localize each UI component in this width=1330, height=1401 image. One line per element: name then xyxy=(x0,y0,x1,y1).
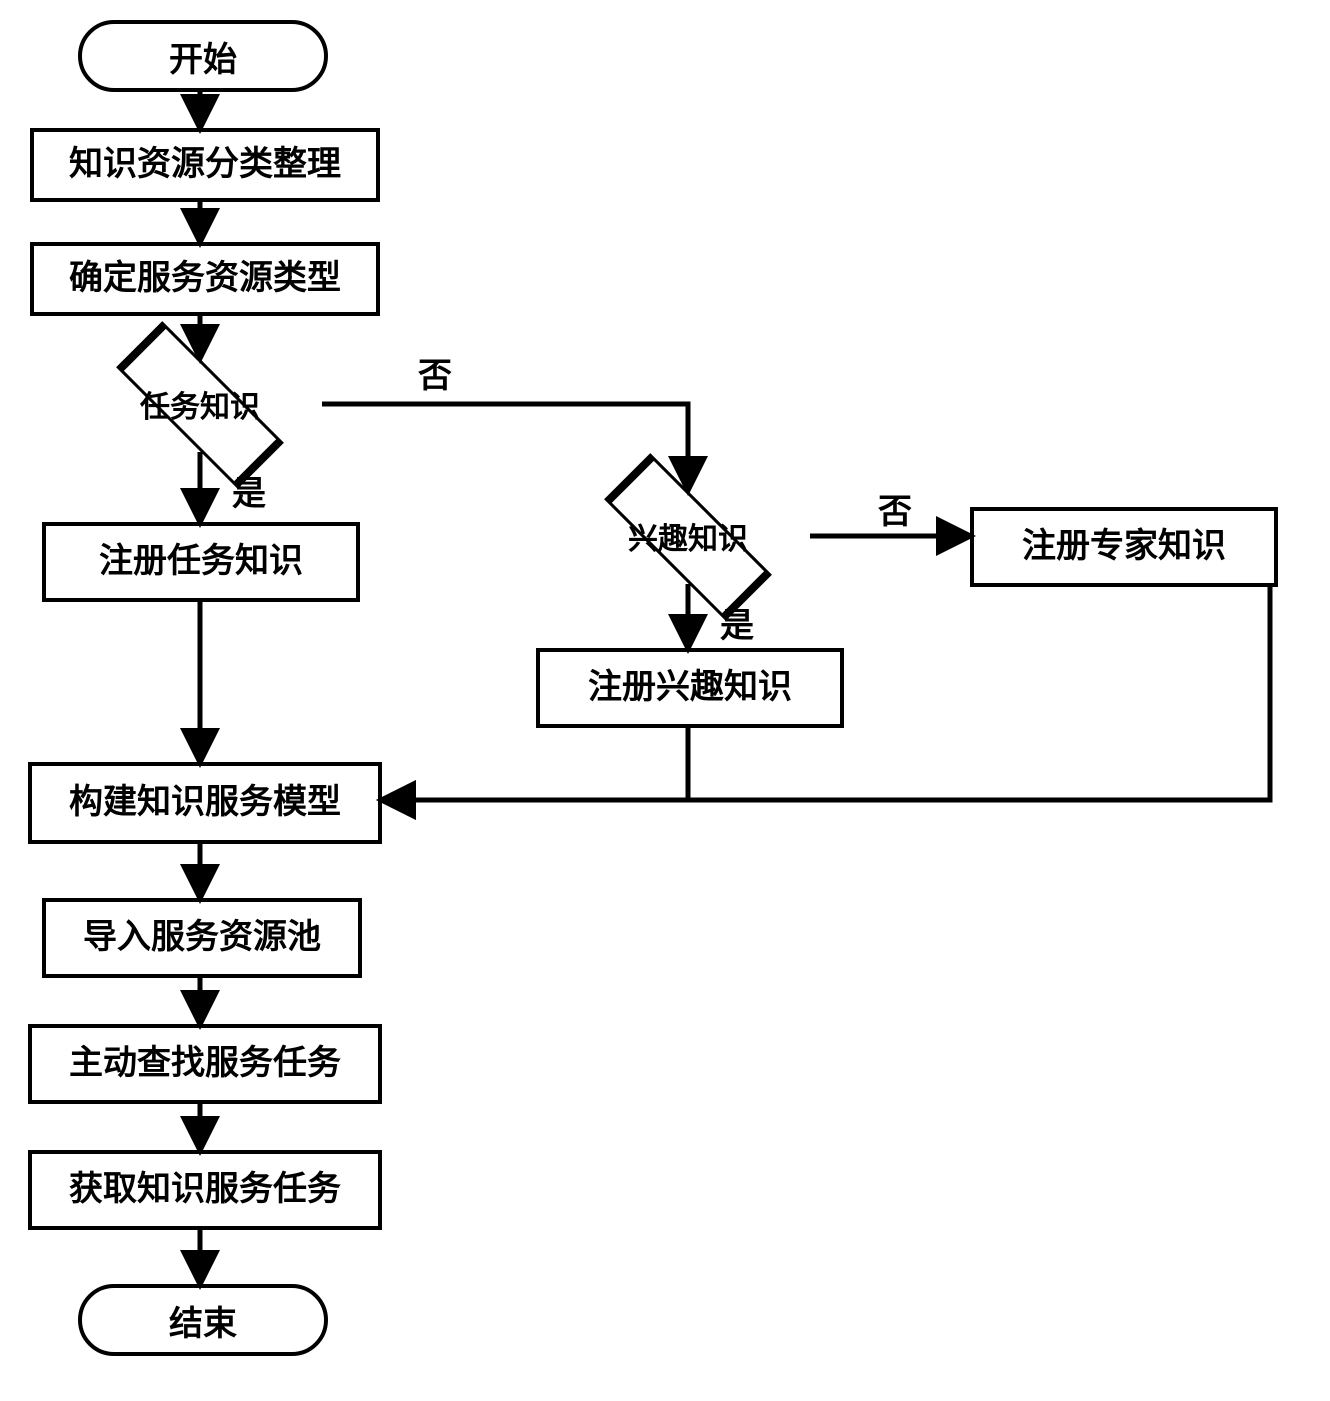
start-terminator: 开始 xyxy=(78,20,328,92)
end-label: 结束 xyxy=(169,1296,237,1345)
process-classify-label: 知识资源分类整理 xyxy=(69,146,341,183)
process-search-task: 主动查找服务任务 xyxy=(28,1024,382,1104)
edge-label-task-no: 否 xyxy=(418,348,452,397)
process-get-task-label: 获取知识服务任务 xyxy=(69,1171,341,1208)
process-determine-label: 确定服务资源类型 xyxy=(69,260,341,297)
start-label: 开始 xyxy=(169,32,237,81)
process-reg-task-label: 注册任务知识 xyxy=(99,543,303,580)
process-build-model: 构建知识服务模型 xyxy=(28,762,382,844)
process-reg-interest-label: 注册兴趣知识 xyxy=(588,669,792,706)
process-reg-expert-label: 注册专家知识 xyxy=(1022,528,1226,565)
edge-label-interest-yes: 是 xyxy=(720,598,754,647)
process-classify: 知识资源分类整理 xyxy=(30,128,380,202)
process-determine: 确定服务资源类型 xyxy=(30,242,380,316)
decision-interest: 兴趣知识 xyxy=(563,488,813,584)
process-reg-task: 注册任务知识 xyxy=(42,522,360,602)
process-search-task-label: 主动查找服务任务 xyxy=(69,1045,341,1082)
flowchart-container: 开始 知识资源分类整理 确定服务资源类型 任务知识 注册任务知识 兴趣知识 注册… xyxy=(0,0,1330,1401)
process-import-pool: 导入服务资源池 xyxy=(42,898,362,978)
edge-label-task-yes: 是 xyxy=(232,466,266,515)
process-get-task: 获取知识服务任务 xyxy=(28,1150,382,1230)
process-build-model-label: 构建知识服务模型 xyxy=(69,784,341,821)
decision-task: 任务知识 xyxy=(75,356,325,452)
process-import-pool-label: 导入服务资源池 xyxy=(83,919,321,956)
end-terminator: 结束 xyxy=(78,1284,328,1356)
process-reg-interest: 注册兴趣知识 xyxy=(536,648,844,728)
process-reg-expert: 注册专家知识 xyxy=(970,507,1278,587)
edge-label-interest-no: 否 xyxy=(878,484,912,533)
